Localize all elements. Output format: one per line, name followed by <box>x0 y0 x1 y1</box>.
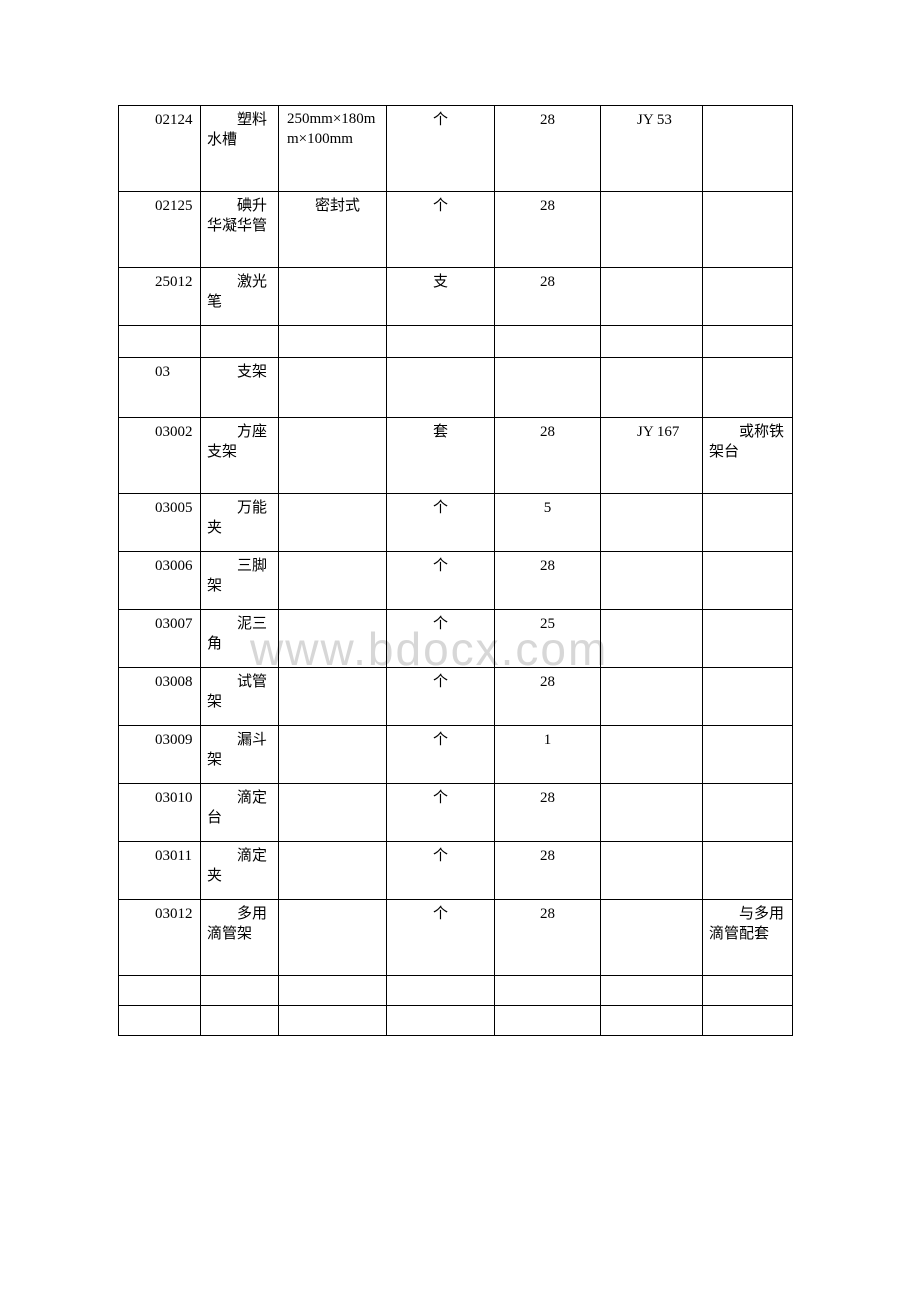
qty-cell: 5 <box>495 494 600 522</box>
qty-cell: 28 <box>495 106 600 134</box>
spec-cell: 密封式 <box>279 192 386 220</box>
note-cell: 与多用滴管配套 <box>703 900 792 949</box>
table-row: 03007 泥三角 个 25 <box>119 610 793 668</box>
name-cell: 滴定夹 <box>201 842 278 891</box>
note-cell <box>703 268 792 276</box>
table-row: 03012 多用滴管架 个 28 与多用滴管配套 <box>119 900 793 976</box>
table-row: 03006 三脚架 个 28 <box>119 552 793 610</box>
name-cell: 三脚架 <box>201 552 278 601</box>
name-cell: 漏斗架 <box>201 726 278 775</box>
code-cell: 03010 <box>119 784 200 812</box>
unit-cell: 个 <box>387 668 494 696</box>
table-row: 03009 漏斗架 个 1 <box>119 726 793 784</box>
note-cell: 或称铁架台 <box>703 418 792 467</box>
spec-cell <box>279 418 386 426</box>
code-cell: 03011 <box>119 842 200 870</box>
table-row <box>119 1006 793 1036</box>
table-row: 25012 激光笔 支 28 <box>119 268 793 326</box>
unit-cell: 个 <box>387 726 494 754</box>
name-cell: 塑料水槽 <box>201 106 278 155</box>
code-cell: 03002 <box>119 418 200 446</box>
qty-cell: 28 <box>495 552 600 580</box>
qty-cell: 25 <box>495 610 600 638</box>
unit-cell: 个 <box>387 842 494 870</box>
name-cell: 滴定台 <box>201 784 278 833</box>
code-cell: 03 <box>119 358 200 386</box>
unit-cell: 个 <box>387 106 494 134</box>
qty-cell: 28 <box>495 900 600 928</box>
name-cell: 泥三角 <box>201 610 278 659</box>
unit-cell: 个 <box>387 192 494 220</box>
qty-cell: 1 <box>495 726 600 754</box>
name-cell: 万能夹 <box>201 494 278 543</box>
unit-cell: 个 <box>387 610 494 638</box>
table-row: 03011 滴定夹 个 28 <box>119 842 793 900</box>
std-cell: JY 53 <box>601 106 702 134</box>
code-cell: 03012 <box>119 900 200 928</box>
name-cell: 激光笔 <box>201 268 278 317</box>
table-row <box>119 976 793 1006</box>
code-cell: 02125 <box>119 192 200 220</box>
unit-cell: 个 <box>387 494 494 522</box>
std-cell: JY 167 <box>601 418 702 446</box>
code-cell: 25012 <box>119 268 200 296</box>
name-cell: 试管架 <box>201 668 278 717</box>
table-row: 03002 方座支架 套 28 JY 167 或称铁架台 <box>119 418 793 494</box>
qty-cell: 28 <box>495 268 600 296</box>
table-row <box>119 326 793 358</box>
code-cell: 03006 <box>119 552 200 580</box>
unit-cell: 个 <box>387 784 494 812</box>
qty-cell: 28 <box>495 842 600 870</box>
unit-cell: 个 <box>387 900 494 928</box>
table-row: 02124 塑料水槽 250mm×180mm×100mm 个 28 JY 53 <box>119 106 793 192</box>
qty-cell: 28 <box>495 418 600 446</box>
equipment-table: 02124 塑料水槽 250mm×180mm×100mm 个 28 JY 53 … <box>118 105 793 1036</box>
table-row: 03 支架 <box>119 358 793 418</box>
note-cell <box>703 106 792 114</box>
unit-cell: 个 <box>387 552 494 580</box>
qty-cell: 28 <box>495 192 600 220</box>
unit-cell: 套 <box>387 418 494 446</box>
table-row: 03008 试管架 个 28 <box>119 668 793 726</box>
name-cell: 碘升华凝华管 <box>201 192 278 241</box>
table-row: 03005 万能夹 个 5 <box>119 494 793 552</box>
name-cell: 方座支架 <box>201 418 278 467</box>
note-cell <box>703 192 792 200</box>
code-cell: 02124 <box>119 106 200 134</box>
name-cell: 支架 <box>201 358 278 386</box>
table-row: 02125 碘升华凝华管 密封式 个 28 <box>119 192 793 268</box>
spec-cell <box>279 268 386 276</box>
code-cell: 03008 <box>119 668 200 696</box>
code-cell: 03009 <box>119 726 200 754</box>
name-cell: 多用滴管架 <box>201 900 278 949</box>
code-cell: 03007 <box>119 610 200 638</box>
code-cell: 03005 <box>119 494 200 522</box>
unit-cell: 支 <box>387 268 494 296</box>
std-cell <box>601 192 702 200</box>
spec-cell: 250mm×180mm×100mm <box>279 106 386 153</box>
table-row: 03010 滴定台 个 28 <box>119 784 793 842</box>
document-page: www.bdocx.com 02124 塑料水槽 250mm×180mm×100… <box>0 0 920 1302</box>
std-cell <box>601 268 702 276</box>
qty-cell: 28 <box>495 668 600 696</box>
qty-cell: 28 <box>495 784 600 812</box>
